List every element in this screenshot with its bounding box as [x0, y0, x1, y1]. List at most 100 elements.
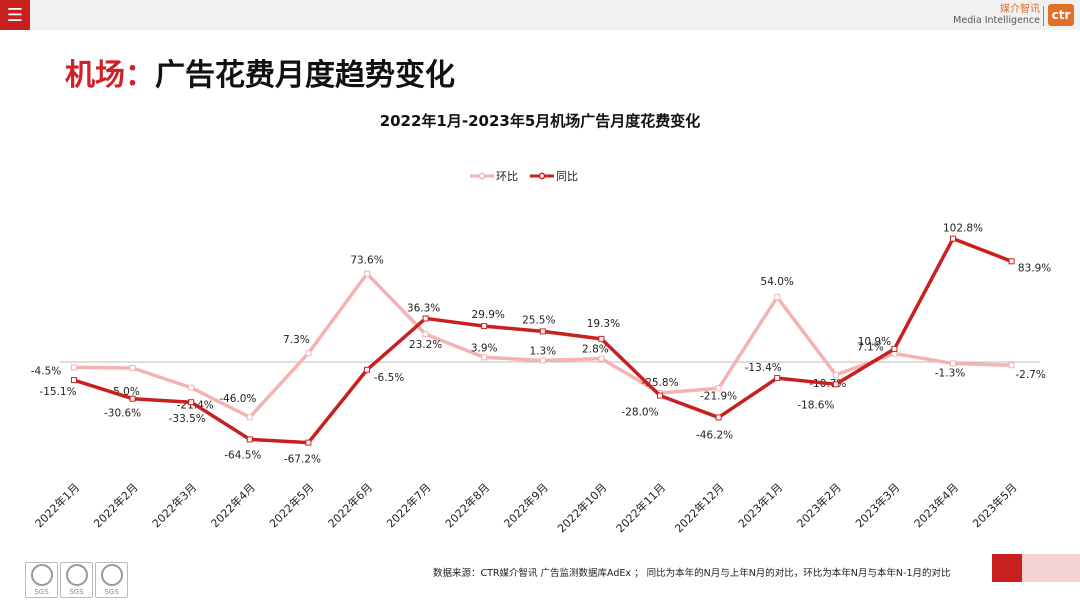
data-label-yoy: -15.1%: [39, 386, 76, 398]
data-point-yoy: [364, 366, 370, 373]
x-tick-label: 2022年6月: [325, 480, 375, 530]
x-tick-label: 2022年10月: [554, 480, 609, 535]
data-point-yoy: [657, 392, 663, 399]
legend-label-yoy: 同比: [556, 170, 578, 183]
data-label-mom: -1.3%: [935, 368, 965, 380]
data-label-mom: 2.8%: [582, 344, 609, 356]
data-label-mom: -21.9%: [700, 390, 737, 402]
top-bar: [0, 0, 1080, 30]
data-point-mom: [129, 365, 136, 371]
x-tick-label: 2023年4月: [911, 480, 961, 530]
data-point-yoy: [422, 315, 429, 322]
data-label-yoy: -67.2%: [284, 454, 321, 466]
brand-block: 媒介智讯 Media Intelligence: [953, 4, 1040, 26]
legend-label-mom: 环比: [496, 170, 518, 183]
data-point-mom: [481, 354, 488, 361]
data-point-yoy: [774, 375, 781, 382]
x-tick-label: 2022年4月: [208, 480, 258, 530]
data-source-note: 数据来源：CTR媒介智讯 广告监测数据库AdEx ； 同比为本年的N月与上年N月…: [433, 568, 951, 579]
data-point-yoy: [950, 235, 956, 242]
legend-marker-mom: [478, 172, 486, 180]
data-label-yoy: 83.9%: [1018, 262, 1051, 274]
data-label-mom: -4.5%: [31, 365, 61, 377]
brand-divider: [1043, 6, 1044, 26]
data-label-yoy: -64.5%: [224, 449, 261, 461]
sgs-badge: SGS: [95, 562, 128, 598]
data-point-mom: [715, 385, 722, 392]
data-label-yoy: 10.9%: [858, 336, 891, 348]
data-point-mom: [1008, 362, 1015, 369]
chart-title: 2022年1月-2023年5月机场广告月度花费变化: [380, 112, 701, 130]
ctr-logo: ctr: [1048, 4, 1074, 26]
data-point-mom: [422, 331, 429, 338]
data-label-yoy: 36.3%: [407, 302, 440, 314]
x-tick-label: 2023年2月: [794, 480, 844, 530]
data-point-yoy: [188, 399, 195, 406]
data-point-yoy: [539, 328, 546, 335]
data-point-yoy: [246, 436, 253, 443]
data-point-yoy: [891, 345, 898, 352]
data-point-mom: [188, 384, 195, 391]
data-label-yoy: -30.6%: [104, 408, 141, 420]
data-label-yoy: -6.5%: [374, 372, 404, 384]
certification-logos: SGS SGS SGS: [25, 562, 128, 598]
footer-pink-block: [1022, 554, 1080, 582]
hamburger-icon: ☰: [6, 4, 24, 26]
data-point-mom: [774, 294, 781, 301]
data-point-yoy: [598, 335, 605, 342]
data-point-yoy: [481, 323, 488, 330]
data-label-mom: -46.0%: [219, 393, 256, 405]
x-tick-label: 2022年8月: [442, 480, 492, 530]
x-tick-label: 2023年5月: [970, 480, 1020, 530]
sgs-label: SGS: [69, 588, 84, 596]
data-label-mom: 23.2%: [409, 339, 442, 351]
data-point-yoy: [129, 395, 136, 402]
menu-button[interactable]: ☰: [0, 0, 30, 30]
data-point-yoy: [305, 439, 312, 446]
x-tick-label: 2022年12月: [672, 480, 727, 535]
data-label-mom: 7.3%: [283, 334, 310, 346]
page-title-main: 广告花费月度趋势变化: [155, 58, 455, 93]
sgs-label: SGS: [34, 588, 49, 596]
data-label-mom: 54.0%: [761, 276, 794, 288]
x-tick-label: 2022年1月: [32, 480, 82, 530]
x-tick-label: 2022年2月: [91, 480, 141, 530]
page-title-prefix: 机场：: [65, 58, 155, 93]
data-label-mom: 1.3%: [529, 345, 556, 357]
data-point-mom: [246, 414, 253, 421]
data-label-mom: 7.1%: [857, 341, 884, 353]
data-point-mom: [364, 270, 370, 277]
brand-name-cn: 媒介智讯: [1000, 4, 1040, 15]
data-label-mom: 3.9%: [471, 342, 498, 354]
x-tick-label: 2022年9月: [501, 480, 551, 530]
data-label-yoy: 19.3%: [587, 318, 620, 330]
data-point-yoy: [1008, 258, 1015, 265]
data-label-yoy: 102.8%: [943, 223, 983, 235]
x-tick-label: 2022年7月: [384, 480, 434, 530]
footer-red-block: [992, 554, 1022, 582]
data-point-mom: [598, 355, 605, 362]
data-point-mom: [305, 350, 312, 357]
data-point-mom: [71, 364, 77, 371]
data-point-yoy: [715, 414, 722, 421]
data-label-yoy: -33.5%: [169, 413, 206, 425]
data-label-mom: -2.7%: [1015, 369, 1045, 381]
sgs-badge: SGS: [60, 562, 93, 598]
page-title: 机场：广告花费月度趋势变化: [65, 50, 455, 94]
x-tick-label: 2022年11月: [613, 480, 668, 535]
data-label-yoy: 25.5%: [522, 314, 555, 326]
data-label-yoy: -28.0%: [621, 407, 658, 419]
x-tick-label: 2022年3月: [149, 480, 199, 530]
x-tick-label: 2022年5月: [266, 480, 316, 530]
data-label-yoy: -18.6%: [797, 399, 834, 411]
data-point-yoy: [71, 377, 77, 384]
data-label-yoy: 29.9%: [472, 309, 505, 321]
data-label-mom: 73.6%: [350, 255, 383, 267]
data-label-yoy: -13.4%: [745, 362, 782, 374]
data-point-mom: [832, 371, 839, 378]
sgs-label: SGS: [104, 588, 119, 596]
data-point-mom: [950, 360, 956, 367]
data-point-yoy: [832, 381, 839, 388]
data-label-yoy: -46.2%: [696, 429, 733, 441]
